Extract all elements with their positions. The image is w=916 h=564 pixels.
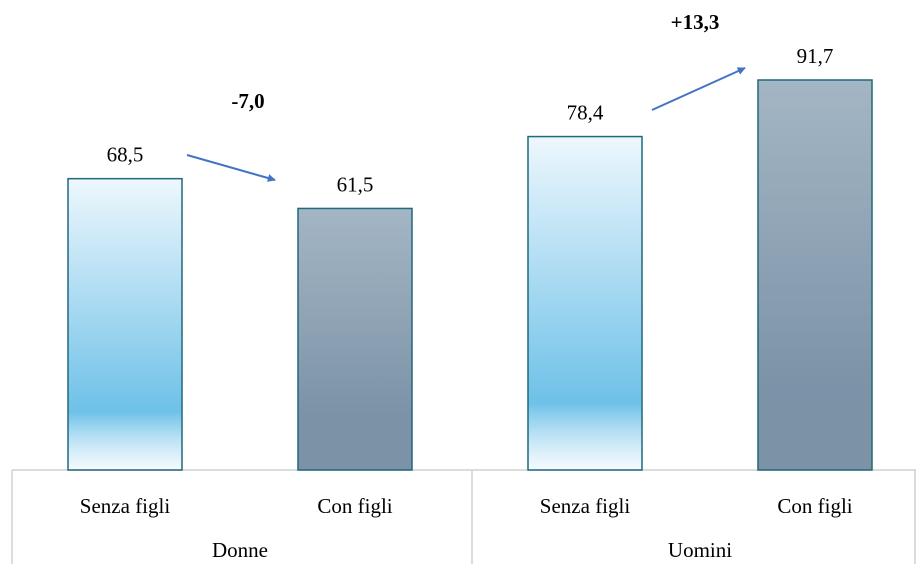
arrow — [186, 154, 276, 182]
x-tick-label: Senza figli — [540, 494, 631, 518]
bar — [757, 79, 873, 471]
data-label: 91,7 — [797, 44, 834, 68]
bar — [67, 177, 183, 471]
bar — [297, 207, 413, 471]
group-label: Uomini — [668, 538, 732, 562]
x-tick-label: Con figli — [317, 494, 392, 518]
data-label: 61,5 — [337, 172, 374, 196]
data-label: 78,4 — [567, 100, 604, 124]
annotation: -7,0 — [231, 89, 264, 113]
annotation: +13,3 — [671, 10, 720, 34]
x-tick-label: Senza figli — [80, 494, 171, 518]
data-label: 68,5 — [107, 142, 144, 166]
bar — [527, 135, 643, 471]
arrow — [651, 67, 746, 111]
x-tick-label: Con figli — [777, 494, 852, 518]
group-label: Donne — [212, 538, 268, 562]
